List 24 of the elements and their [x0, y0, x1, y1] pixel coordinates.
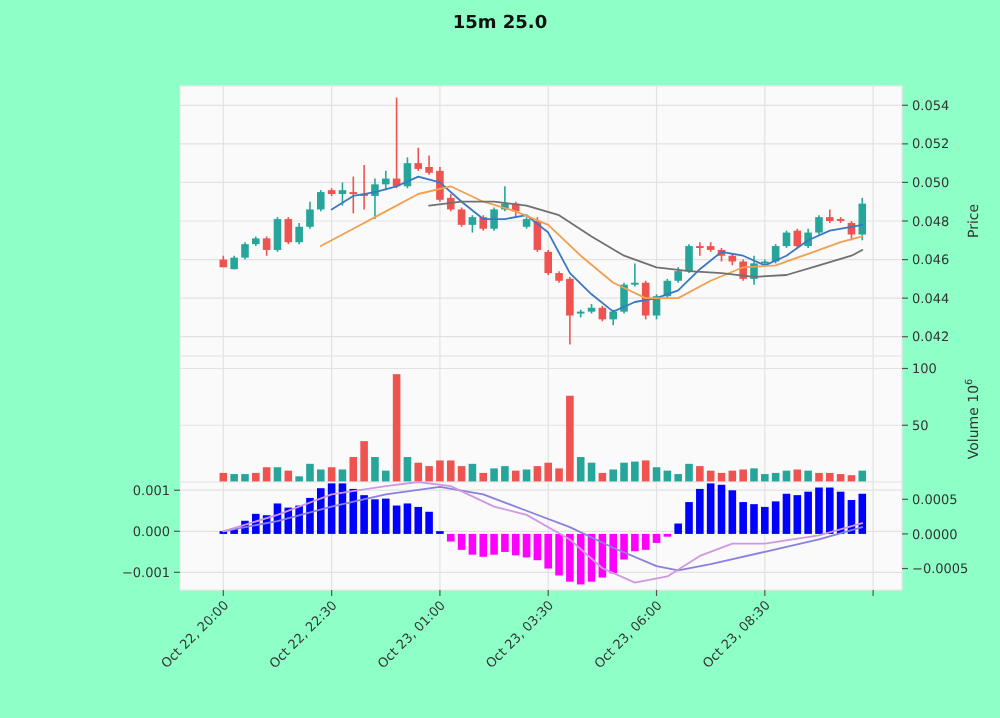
bar	[511, 470, 520, 482]
bar	[804, 470, 812, 482]
candlestick	[317, 189, 325, 213]
candlestick	[858, 197, 867, 242]
candlestick	[685, 243, 693, 274]
candlestick	[457, 206, 466, 228]
candlestick	[631, 262, 639, 288]
bar	[641, 460, 650, 482]
bar	[392, 374, 401, 482]
candlestick	[295, 222, 303, 245]
candlestick	[371, 177, 379, 220]
bar	[782, 493, 791, 534]
bar	[479, 472, 488, 482]
candlestick	[262, 235, 271, 257]
candlestick	[544, 249, 553, 276]
candlestick	[349, 175, 358, 215]
bar	[652, 533, 661, 543]
candlestick	[306, 200, 314, 230]
candlestick	[815, 214, 823, 236]
candlestick	[338, 181, 347, 207]
chart-title: 15m 25.0	[452, 14, 548, 34]
candlestick	[284, 216, 293, 245]
bar	[858, 470, 867, 482]
candlestick	[273, 216, 282, 253]
